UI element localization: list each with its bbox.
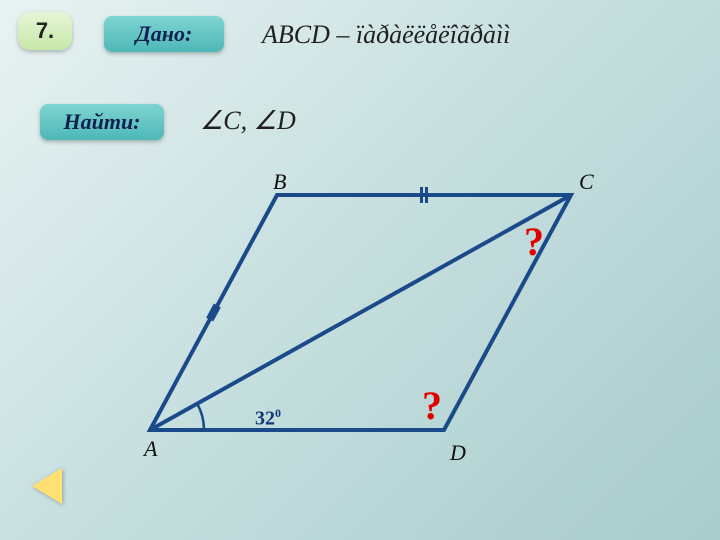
angle-label: 320 (255, 406, 281, 431)
vertex-label-a: A (144, 436, 157, 462)
angle-value: 32 (255, 408, 275, 430)
unknown-mark-c: ? (524, 218, 544, 265)
angle-sup: 0 (275, 406, 281, 420)
angle-arc (197, 404, 204, 430)
vertex-label-d: D (450, 440, 466, 466)
unknown-mark-d: ? (422, 382, 442, 429)
vertex-label-c: C (579, 169, 594, 195)
parallelogram-figure (0, 0, 720, 540)
back-button[interactable] (32, 468, 62, 504)
vertex-label-b: B (273, 169, 286, 195)
